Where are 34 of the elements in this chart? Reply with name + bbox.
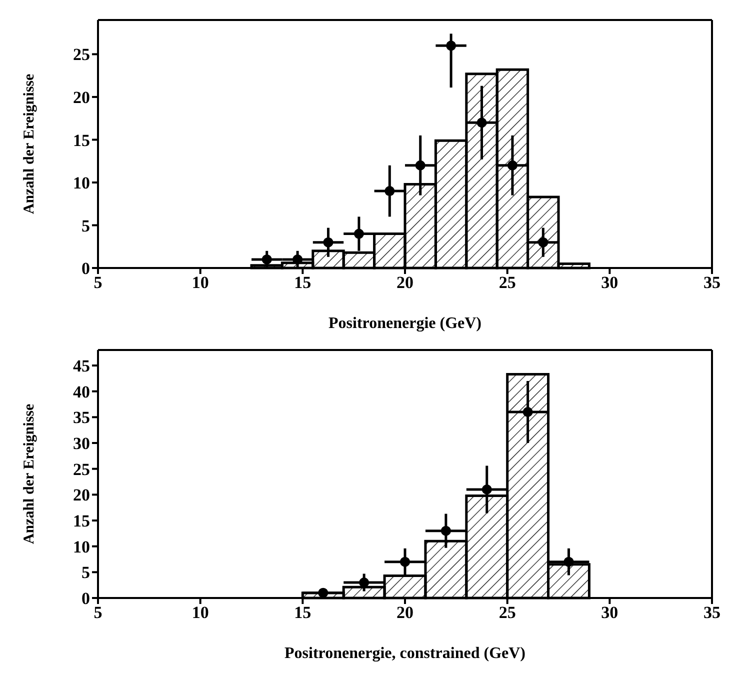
x-tick-label: 25 [498, 603, 516, 622]
y-axis-title: Anzahl der Ereignisse [21, 74, 38, 214]
y-tick-label: 10 [73, 174, 90, 193]
y-tick-label: 30 [73, 434, 90, 454]
y-tick-label: 20 [73, 486, 90, 505]
y-tick-label: 5 [82, 563, 90, 582]
y-tick-label: 45 [73, 356, 90, 376]
y-axis-title: Anzahl der Ereignisse [21, 404, 38, 544]
x-tick-label: 25 [498, 273, 516, 292]
x-axis-title: Positronenergie (GeV) [328, 315, 482, 332]
y-tick-label: 0 [82, 259, 90, 278]
y-tick-label: 25 [73, 460, 90, 479]
y-tick-label: 0 [82, 589, 90, 608]
y-tick-label: 40 [73, 382, 90, 402]
x-tick-label: 20 [396, 603, 414, 622]
y-tick-label: 15 [73, 130, 90, 150]
x-tick-label: 5 [94, 273, 102, 292]
x-tick-label: 10 [192, 603, 209, 622]
y-tick-label: 10 [73, 537, 90, 556]
x-tick-label: 35 [704, 603, 720, 622]
x-tick-label: 35 [704, 273, 720, 292]
x-tick-label: 5 [94, 603, 102, 622]
x-tick-label: 30 [601, 603, 618, 622]
x-tick-label: 20 [396, 273, 414, 292]
y-tick-label: 25 [73, 45, 90, 64]
y-tick-label: 5 [82, 216, 90, 236]
x-tick-label: 15 [294, 603, 312, 622]
y-tick-label: 15 [73, 512, 90, 531]
x-tick-label: 30 [601, 273, 618, 292]
x-axis-title: Positronenergie, constrained (GeV) [284, 645, 526, 662]
y-tick-label: 20 [73, 88, 90, 107]
y-tick-label: 35 [73, 408, 90, 428]
x-tick-label: 15 [294, 273, 312, 292]
x-tick-label: 10 [192, 273, 209, 292]
